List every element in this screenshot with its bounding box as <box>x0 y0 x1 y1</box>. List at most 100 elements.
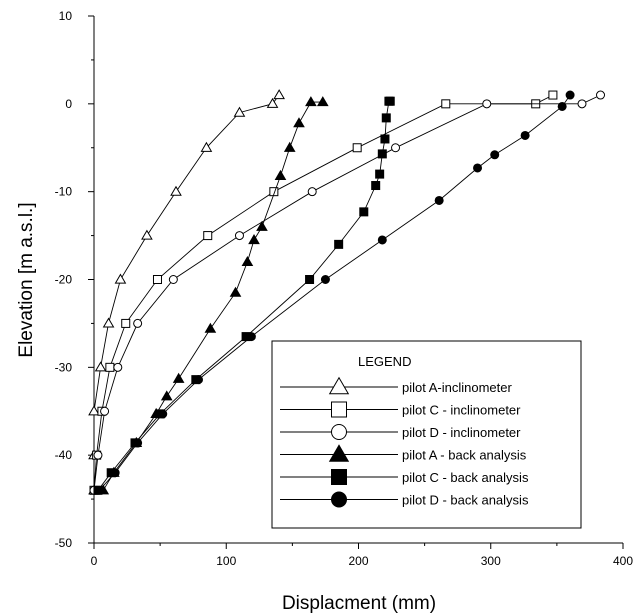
series-1 <box>88 89 285 495</box>
x-tick-label: 100 <box>216 554 236 568</box>
data-point <box>160 390 173 401</box>
legend-label: pilot A - back analysis <box>402 448 527 463</box>
data-point <box>381 113 391 123</box>
data-point <box>256 220 268 231</box>
data-point <box>274 169 287 180</box>
data-point <box>273 89 285 100</box>
y-tick-label: 0 <box>65 97 72 111</box>
data-point <box>375 169 385 179</box>
data-point <box>200 141 213 152</box>
data-point <box>121 318 131 328</box>
data-point <box>170 185 182 196</box>
legend-marker <box>328 444 350 462</box>
data-point <box>293 117 305 128</box>
series-line <box>98 94 571 491</box>
legend-item: pilot A - back analysis <box>280 444 527 463</box>
data-point <box>377 235 387 245</box>
data-point <box>234 231 244 241</box>
x-tick-label: 0 <box>91 554 98 568</box>
legend-marker <box>331 491 347 508</box>
data-point <box>548 90 558 100</box>
legend-box <box>271 340 582 529</box>
x-tick-label: 300 <box>481 554 501 568</box>
legend-label: pilot D - back analysis <box>402 493 529 508</box>
data-point <box>565 90 575 100</box>
legend-title: LEGEND <box>358 354 411 369</box>
data-point <box>371 181 381 191</box>
y-tick-label: 10 <box>59 9 73 23</box>
series-line <box>93 94 601 491</box>
data-point <box>88 405 100 416</box>
axes: 0 100 200 300 400 -50 -40 -30 -20 -10 0 10 <box>55 9 634 568</box>
legend-item: pilot D - back analysis <box>280 491 529 508</box>
data-point <box>241 255 254 267</box>
data-point <box>141 229 153 240</box>
data-point <box>490 150 500 160</box>
data-point <box>391 143 401 153</box>
y-tick-label: -30 <box>55 360 73 374</box>
legend-items: pilot A-inclinometer pilot C - inclinomet… <box>280 376 529 508</box>
data-point <box>305 275 315 284</box>
legend-marker <box>331 401 347 418</box>
y-axis-title: Elevation [m a.s.l.] <box>16 202 37 357</box>
series-line <box>102 101 323 491</box>
data-point <box>482 99 492 109</box>
data-point <box>172 372 185 383</box>
legend-label: pilot C - inclinometer <box>402 403 521 418</box>
legend-marker <box>328 376 350 395</box>
data-point <box>334 239 344 249</box>
data-point <box>168 275 178 284</box>
data-point <box>577 99 587 109</box>
data-point <box>133 438 143 448</box>
data-point <box>133 318 143 328</box>
data-point <box>305 96 317 107</box>
data-point <box>557 101 567 111</box>
data-point <box>102 317 115 328</box>
data-point <box>229 286 242 297</box>
data-point <box>204 322 217 333</box>
legend-marker <box>331 469 347 485</box>
data-point <box>377 149 387 159</box>
x-axis-title: Displacment (mm) <box>282 593 436 613</box>
data-point <box>434 195 444 205</box>
data-point <box>152 275 162 284</box>
legend-label: pilot A-inclinometer <box>402 380 512 395</box>
y-tick-label: -20 <box>55 273 73 287</box>
y-tick-label: -10 <box>55 185 73 199</box>
data-point <box>266 97 279 108</box>
series-6 <box>94 90 575 495</box>
legend-label: pilot C - back analysis <box>402 470 529 485</box>
data-point <box>307 187 317 197</box>
data-point <box>113 362 123 372</box>
x-tick-label: 200 <box>348 554 368 568</box>
legend: LEGEND pilot A-inclinometer pilot C - inc… <box>271 340 582 529</box>
data-point <box>596 90 606 100</box>
legend-marker <box>331 424 347 440</box>
y-tick-label: -50 <box>55 536 73 550</box>
legend-label: pilot D - inclinometer <box>402 425 521 440</box>
data-point <box>105 362 115 372</box>
data-point <box>359 207 369 217</box>
data-point <box>193 375 203 385</box>
data-point <box>246 332 256 342</box>
data-point <box>352 143 362 153</box>
series-line <box>97 100 391 491</box>
data-point <box>114 273 127 284</box>
data-point <box>320 275 330 284</box>
data-point <box>94 485 104 495</box>
data-point <box>233 106 246 117</box>
data-point <box>380 134 390 144</box>
data-point <box>385 96 395 106</box>
series-layer <box>88 89 606 495</box>
data-point <box>248 234 260 245</box>
legend-item: pilot D - inclinometer <box>280 424 521 440</box>
data-point <box>269 187 279 197</box>
data-point <box>441 99 451 109</box>
data-point <box>158 409 168 419</box>
series-3 <box>89 90 606 495</box>
y-tick-label: -40 <box>55 448 73 462</box>
data-point <box>93 450 103 460</box>
series-line <box>93 94 280 491</box>
data-point <box>473 163 483 173</box>
data-point <box>283 141 296 152</box>
